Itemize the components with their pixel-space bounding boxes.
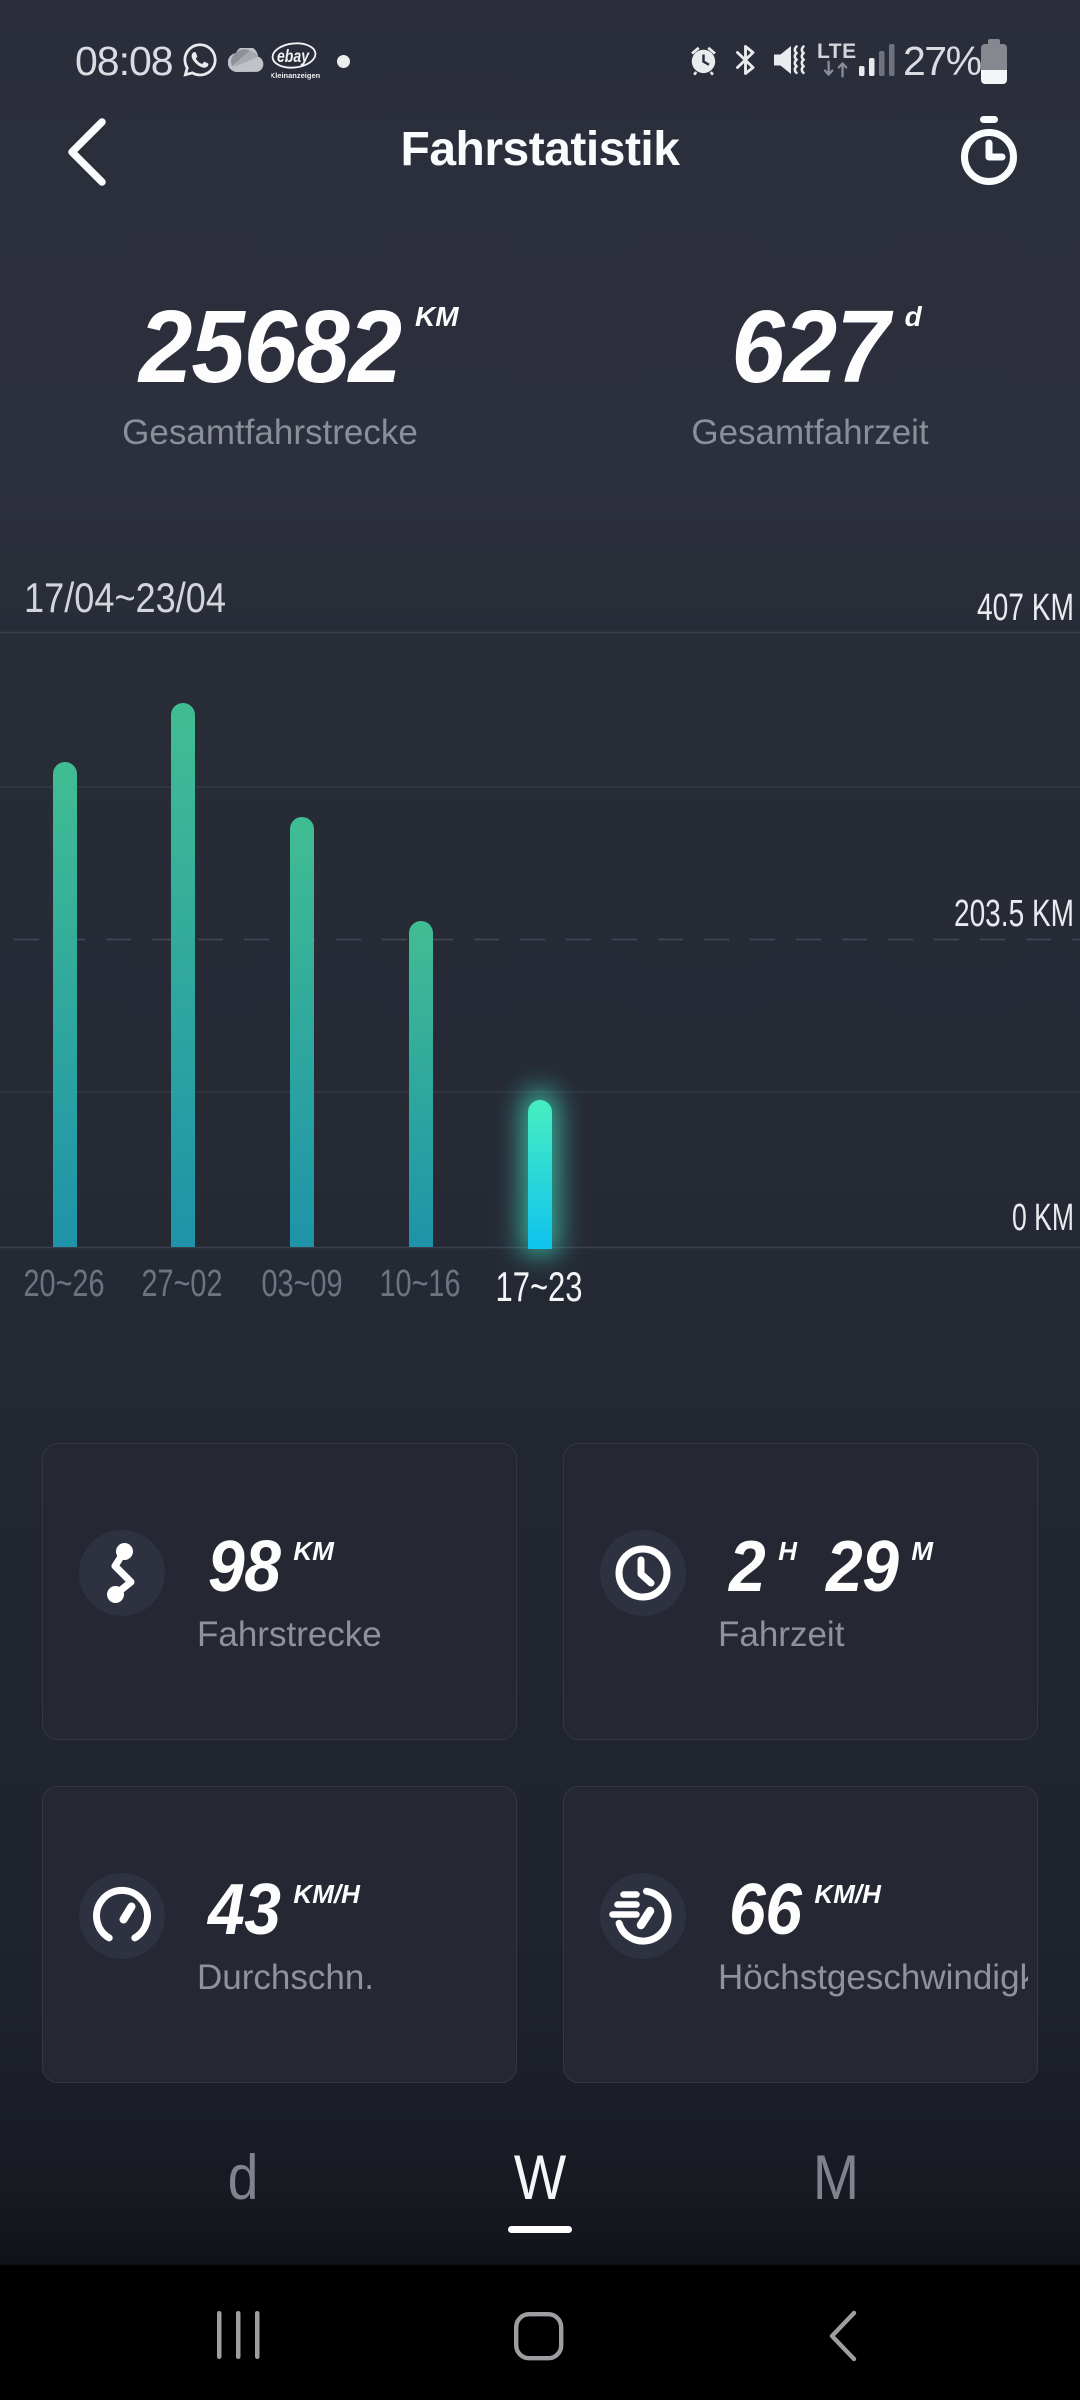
- svg-text:17/04~23/04: 17/04~23/04: [24, 574, 226, 621]
- svg-text:27~02: 27~02: [142, 1263, 223, 1305]
- svg-text:ebay: ebay: [277, 46, 310, 66]
- svg-text:407 KM: 407 KM: [977, 587, 1074, 629]
- svg-text:Kleinanzeigen: Kleinanzeigen: [271, 71, 321, 80]
- svg-text:03~09: 03~09: [262, 1263, 343, 1305]
- svg-text:20~26: 20~26: [24, 1263, 105, 1305]
- svg-text:10~16: 10~16: [380, 1263, 461, 1305]
- svg-text:203.5 KM: 203.5 KM: [954, 893, 1074, 935]
- svg-text:0 KM: 0 KM: [1012, 1197, 1074, 1239]
- svg-text:17~23: 17~23: [496, 1263, 583, 1310]
